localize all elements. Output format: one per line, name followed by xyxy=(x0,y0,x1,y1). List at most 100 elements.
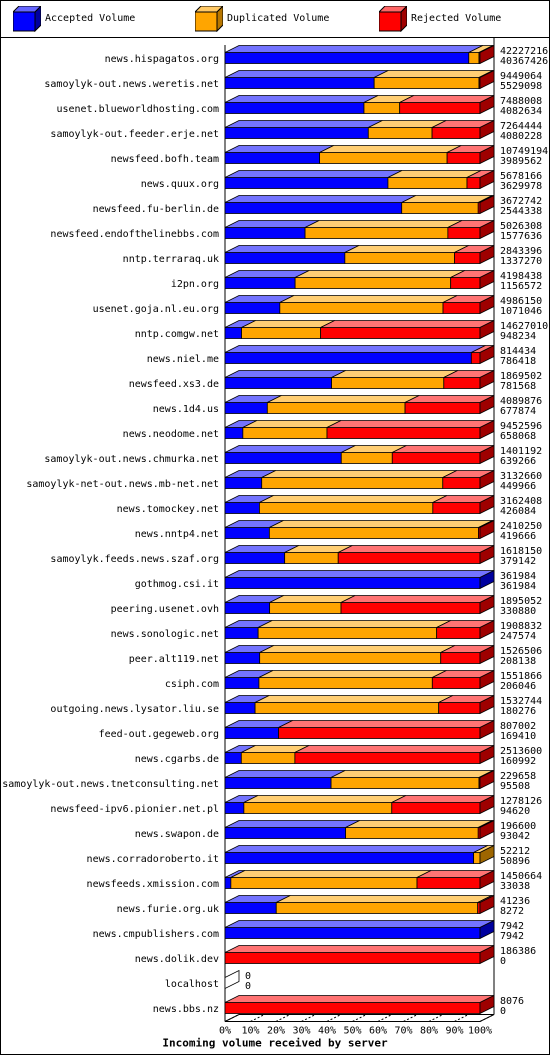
x-gridline xyxy=(326,1014,342,1022)
bar-segment-accepted xyxy=(224,527,270,539)
accepted-volume-label: 0 xyxy=(500,956,506,967)
category-label: usenet.blueworldhosting.com xyxy=(56,104,219,115)
bar-segment-accepted xyxy=(224,152,321,164)
category-label: news.sonologic.net xyxy=(111,629,219,640)
accepted-volume-label: 7942 xyxy=(500,931,524,942)
total-volume-label: 1532744 xyxy=(500,696,542,707)
accepted-volume-label: 33038 xyxy=(500,881,530,892)
x-gridline xyxy=(224,1014,240,1022)
category-label: news.bbs.nz xyxy=(153,1004,219,1015)
total-volume-label: 10749194 xyxy=(500,146,548,157)
bar-segment-duplicated-top xyxy=(276,895,492,903)
bar-segment-accepted xyxy=(224,302,281,314)
total-volume-label: 1869502 xyxy=(500,371,542,382)
bar-segment-rejected-side xyxy=(479,44,495,65)
legend-label-rejected: Rejected Volume xyxy=(411,13,502,24)
total-volume-label: 7942 xyxy=(500,921,524,932)
bar-segment-accepted xyxy=(224,802,245,814)
bar-segment-duplicated-top xyxy=(241,320,335,328)
legend-swatch-accepted xyxy=(13,6,41,32)
category-label: localhost xyxy=(165,979,219,990)
bar-segment-duplicated xyxy=(373,77,480,89)
bar-segment-accepted xyxy=(224,702,256,714)
bar-segment-accepted xyxy=(224,752,242,764)
category-label: usenet.goja.nl.eu.org xyxy=(93,304,219,315)
total-volume-label: 5678166 xyxy=(500,171,542,182)
bar-segment-rejected xyxy=(432,502,481,514)
bar-segment-accepted xyxy=(224,127,369,139)
accepted-volume-label: 426084 xyxy=(500,506,536,517)
bar-segment-rejected-side xyxy=(479,494,495,515)
bar-segment-rejected-side xyxy=(479,894,495,915)
bar-segment-duplicated-top xyxy=(330,770,494,778)
bar-segment-rejected-side xyxy=(479,369,495,390)
bar-segment-rejected-side xyxy=(479,544,495,565)
x-gridline xyxy=(377,1014,393,1022)
category-label: news.nntp4.net xyxy=(135,529,219,540)
bar-segment-accepted xyxy=(224,902,277,914)
total-volume-label: 3132660 xyxy=(500,471,542,482)
bar-segment-duplicated xyxy=(401,202,479,214)
accepted-volume-label: 1156572 xyxy=(500,281,542,292)
bar-segment-duplicated xyxy=(304,227,449,239)
accepted-volume-label: 449966 xyxy=(500,481,536,492)
bar-segment-rejected xyxy=(320,327,481,339)
accepted-volume-label: 379142 xyxy=(500,556,536,567)
bar-segment-duplicated-top xyxy=(267,395,420,403)
bar-segment-duplicated-top xyxy=(304,220,463,228)
bar-segment-rejected-side xyxy=(479,419,495,440)
total-volume-label: 814434 xyxy=(500,346,536,357)
accepted-volume-label: 948234 xyxy=(500,331,536,342)
total-volume-label: 9452596 xyxy=(500,421,542,432)
accepted-volume-label: 8272 xyxy=(500,906,524,917)
category-label: samoylyk.feeds.news.szaf.org xyxy=(50,554,219,565)
x-tick-label: 80% xyxy=(420,1026,438,1037)
bar-segment-accepted xyxy=(224,652,261,664)
accepted-volume-label: 361984 xyxy=(500,581,536,592)
bar-segment-rejected-top xyxy=(320,320,495,328)
total-volume-label: 1618150 xyxy=(500,546,542,557)
bar-segment-accepted xyxy=(224,927,481,939)
bar-segment-duplicated xyxy=(243,802,393,814)
x-gridline xyxy=(479,1014,495,1022)
x-gridline xyxy=(275,1014,291,1022)
bar-segment-accepted xyxy=(224,502,260,514)
bar-segment-rejected-side xyxy=(479,219,495,240)
category-label: csiph.com xyxy=(165,679,219,690)
x-gridline xyxy=(301,1014,316,1022)
bar-segment-duplicated-top xyxy=(259,645,455,653)
bar-segment-duplicated xyxy=(259,652,442,664)
accepted-volume-label: 781568 xyxy=(500,381,536,392)
accepted-volume-label: 160992 xyxy=(500,756,536,767)
accepted-volume-label: 4080228 xyxy=(500,131,542,142)
accepted-volume-label: 5529098 xyxy=(500,81,542,92)
category-label: news.1d4.us xyxy=(153,404,219,415)
x-tick-label: 90% xyxy=(445,1026,463,1037)
bar-segment-accepted-top xyxy=(224,820,360,828)
total-volume-label: 2410250 xyxy=(500,521,542,532)
bar-segment-rejected-top xyxy=(404,395,495,403)
category-label: nntp.comgw.net xyxy=(135,329,219,340)
bar-segment-duplicated-top xyxy=(242,420,342,428)
bar-segment-rejected-side xyxy=(479,594,495,615)
bar-segment-accepted-top xyxy=(224,195,416,203)
bar-segment-rejected-side xyxy=(479,694,495,715)
total-volume-label: 7488008 xyxy=(500,96,542,107)
total-volume-label: 1895052 xyxy=(500,596,542,607)
bar-segment-rejected-top xyxy=(224,995,495,1003)
bar-segment-duplicated xyxy=(268,527,479,539)
category-label: samoylyk-out.news.tnetconsulting.net xyxy=(2,779,219,790)
bar-segment-duplicated xyxy=(319,152,448,164)
total-volume-label: 4089876 xyxy=(500,396,542,407)
bar-segment-rejected xyxy=(442,477,481,489)
bar-segment-duplicated xyxy=(340,452,393,464)
x-gridline xyxy=(250,1014,265,1022)
bar-segment-rejected xyxy=(416,877,481,889)
bar-segment-accepted-top xyxy=(224,170,403,178)
category-label: newsfeed.bofh.team xyxy=(111,154,219,165)
x-tick-label: 40% xyxy=(318,1026,336,1037)
bar-segment-rejected-side xyxy=(479,144,495,165)
bar-segment-rejected xyxy=(391,452,481,464)
bar-segment-rejected-side xyxy=(479,469,495,490)
accepted-volume-label: 208138 xyxy=(500,656,536,667)
